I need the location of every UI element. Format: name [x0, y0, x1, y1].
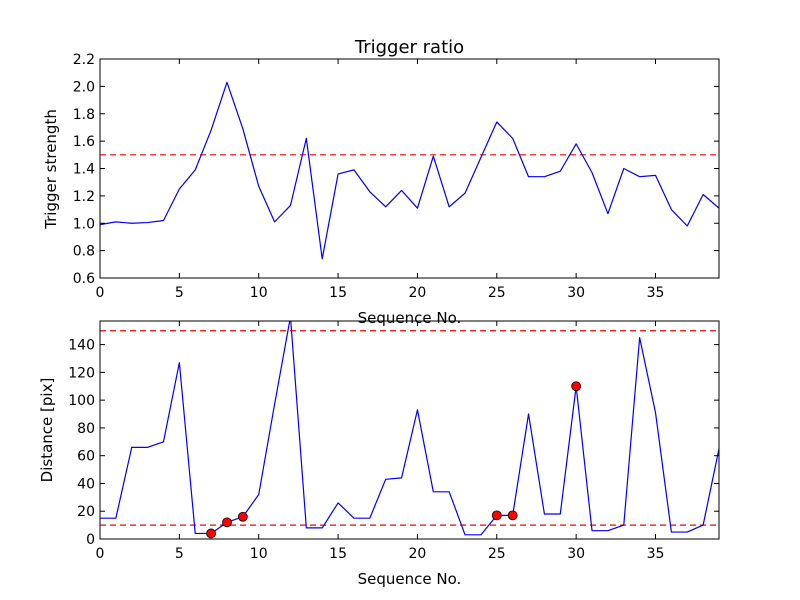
- x-axis-label: Sequence No.: [358, 570, 462, 588]
- x-tick-label: 30: [567, 285, 585, 301]
- y-axis-label: Trigger strength: [42, 109, 60, 230]
- trigger-ratio-subplot: Trigger ratio 0 5 10 15 20 25 30 35 0.6 0.8 1.0 1.2…: [42, 37, 720, 327]
- y-tick-label: 0: [86, 532, 95, 548]
- x-tick-label: 15: [329, 285, 347, 301]
- y-tick-label: 120: [68, 365, 95, 381]
- axes-frame: [99, 320, 720, 540]
- y-tick-label: 0.8: [73, 244, 95, 260]
- x-tick-label: 25: [488, 546, 506, 562]
- x-tick-label: 25: [488, 285, 506, 301]
- x-tick-label: 10: [250, 285, 268, 301]
- y-tick-label: 1.4: [73, 162, 95, 178]
- y-tick-label: 1.2: [73, 189, 95, 205]
- x-tick-label: 15: [329, 546, 347, 562]
- y-tick-label: 1.6: [73, 134, 95, 150]
- x-tick-label: 10: [250, 546, 268, 562]
- x-tick-label: 5: [175, 546, 184, 562]
- y-tick-label: 1.0: [73, 216, 95, 232]
- x-tick-label: 0: [96, 546, 105, 562]
- y-tick-label: 1.8: [73, 107, 95, 123]
- y-tick-label: 100: [68, 393, 95, 409]
- y-tick-label: 2.0: [73, 79, 95, 95]
- x-tick-label: 20: [409, 285, 427, 301]
- y-tick-label: 40: [77, 476, 95, 492]
- data-point-marker: [237, 511, 248, 522]
- data-point-marker: [571, 381, 582, 392]
- series-line: [100, 321, 719, 536]
- plot-marks: [100, 81, 719, 260]
- y-tick-label: 0.6: [73, 271, 95, 287]
- trigger-ratio-plot-area: 0 5 10 15 20 25 30 35 0.6 0.8 1.0 1.2 1.4 1.6 1.8 2.0 2.…: [73, 52, 720, 301]
- plot-marks: [100, 321, 719, 539]
- x-tick-label: 5: [175, 285, 184, 301]
- x-tick-label: 35: [647, 546, 665, 562]
- distance-subplot: 0 5 10 15 20 25 30 35 0 20 40 60 80 100 120 140 Sequenc…: [38, 320, 720, 588]
- chart-title: Trigger ratio: [354, 37, 464, 58]
- data-point-marker: [491, 510, 502, 521]
- data-point-marker: [222, 517, 232, 528]
- series-line: [100, 81, 719, 260]
- y-tick-label: 60: [77, 449, 95, 465]
- distance-plot-area: 0 5 10 15 20 25 30 35 0 20 40 60 80 100 120 140: [68, 320, 720, 562]
- x-axis-label: Sequence No.: [358, 309, 462, 327]
- y-tick-label: 20: [77, 504, 95, 520]
- y-tick-label: 2.2: [73, 52, 95, 68]
- x-tick-label: 0: [96, 285, 105, 301]
- x-tick-label: 20: [409, 546, 427, 562]
- y-tick-label: 140: [68, 338, 95, 354]
- y-axis-label: Distance [pix]: [38, 378, 56, 483]
- data-point-marker: [507, 510, 518, 521]
- y-tick-label: 80: [77, 421, 95, 437]
- data-point-marker: [206, 528, 217, 539]
- x-tick-label: 30: [567, 546, 585, 562]
- x-tick-label: 35: [647, 285, 665, 301]
